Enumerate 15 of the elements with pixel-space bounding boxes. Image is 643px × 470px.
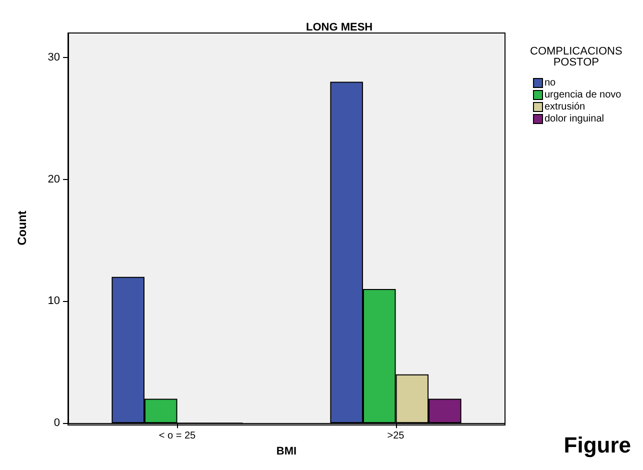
text: Figure [564, 432, 632, 458]
y-tick-label: 20 [48, 173, 60, 186]
y-axis-title: Count [15, 210, 29, 246]
legend-label: extrusión [544, 102, 586, 112]
x-tick-label: >25 [387, 430, 405, 442]
x-axis-title: BMI [276, 446, 297, 458]
legend-label: dolor inguinal [544, 114, 604, 124]
legend-title: COMPLICACIONS POSTOP [530, 46, 622, 68]
y-tick-label: 0 [54, 417, 60, 430]
y-tick-label: 30 [48, 51, 60, 64]
y-tick-label: 10 [48, 295, 60, 308]
legend-label: urgencia de novo [544, 90, 622, 100]
x-tick-label: < o = 25 [158, 430, 196, 442]
legend-label: no [544, 78, 556, 88]
chart-title: LONG MESH [306, 22, 373, 34]
